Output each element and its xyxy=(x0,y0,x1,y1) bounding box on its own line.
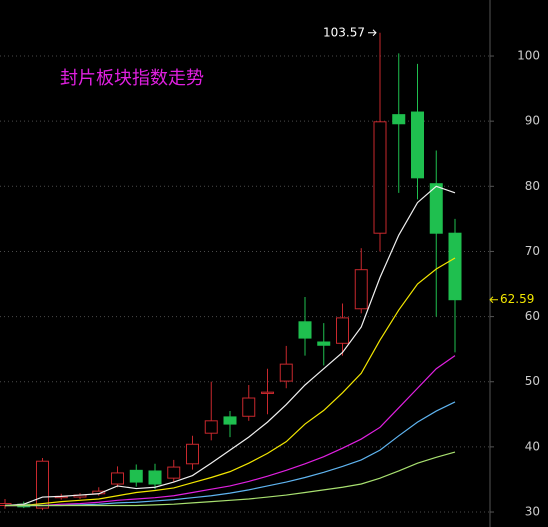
candle-body xyxy=(148,470,162,485)
candle-body xyxy=(186,443,199,465)
y-tick-label: 70 xyxy=(525,244,540,258)
ma-line xyxy=(5,401,456,507)
candle-body xyxy=(392,114,406,125)
annotation: 103.57 xyxy=(323,25,365,39)
candle-body xyxy=(36,460,49,509)
candle-body xyxy=(448,232,462,301)
y-tick-label: 100 xyxy=(517,49,540,63)
ma-line xyxy=(4,185,456,507)
annotation-arrow xyxy=(489,296,498,304)
candle-body xyxy=(317,341,331,346)
ma-line xyxy=(5,355,456,507)
y-tick-label: 30 xyxy=(525,505,540,519)
candle-body xyxy=(261,391,274,394)
candle-body xyxy=(373,121,387,234)
y-tick-label: 90 xyxy=(525,114,540,128)
annotation: 62.59 xyxy=(500,292,534,306)
y-tick-label: 80 xyxy=(525,179,540,193)
candle-body xyxy=(429,183,443,234)
chart-title: 封片板块指数走势 xyxy=(60,68,204,89)
candle-body xyxy=(111,472,124,485)
candle-body xyxy=(223,416,237,425)
candle-body xyxy=(336,317,349,344)
y-tick-label: 40 xyxy=(525,439,540,453)
candle-body xyxy=(298,321,312,339)
candle-body xyxy=(242,397,256,417)
candle-body xyxy=(354,269,368,310)
candle-body xyxy=(411,111,424,179)
y-tick-label: 60 xyxy=(525,309,540,323)
ma-line xyxy=(5,257,456,507)
candle-body xyxy=(279,363,293,382)
candle-body xyxy=(167,466,181,479)
ma-line xyxy=(5,451,456,507)
y-tick-label: 50 xyxy=(525,374,540,388)
annotation-arrow xyxy=(368,29,377,37)
candle-body xyxy=(204,420,218,434)
candle-body xyxy=(129,469,143,483)
